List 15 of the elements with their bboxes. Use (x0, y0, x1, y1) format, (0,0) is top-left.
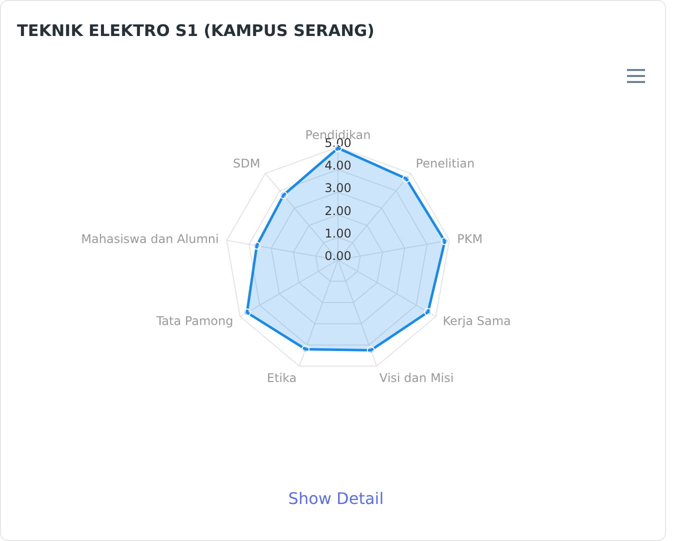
spoke-label: Visi dan Misi (379, 371, 454, 386)
y-tick-label: 1.00 (324, 226, 352, 240)
y-tick-label: 4.00 (324, 158, 352, 173)
spoke-label: Kerja Sama (442, 314, 511, 328)
spoke-label: Mahasiswa dan Alumni (81, 232, 219, 246)
y-tick-label: 3.00 (324, 181, 352, 196)
chart-title: TEKNIK ELEKTRO S1 (KAMPUS SERANG) (17, 21, 374, 40)
text: Show Detail (287, 489, 385, 508)
spoke-label: Tata Pamong (155, 314, 234, 328)
spoke-label: Penelitian (416, 156, 475, 170)
spoke-label: Etika (266, 371, 297, 386)
spoke-label: PKM (457, 232, 483, 246)
spoke-label: SDM (233, 156, 260, 170)
y-tick-label: 2.00 (324, 204, 352, 218)
y-tick-label: 0.00 (324, 249, 352, 263)
